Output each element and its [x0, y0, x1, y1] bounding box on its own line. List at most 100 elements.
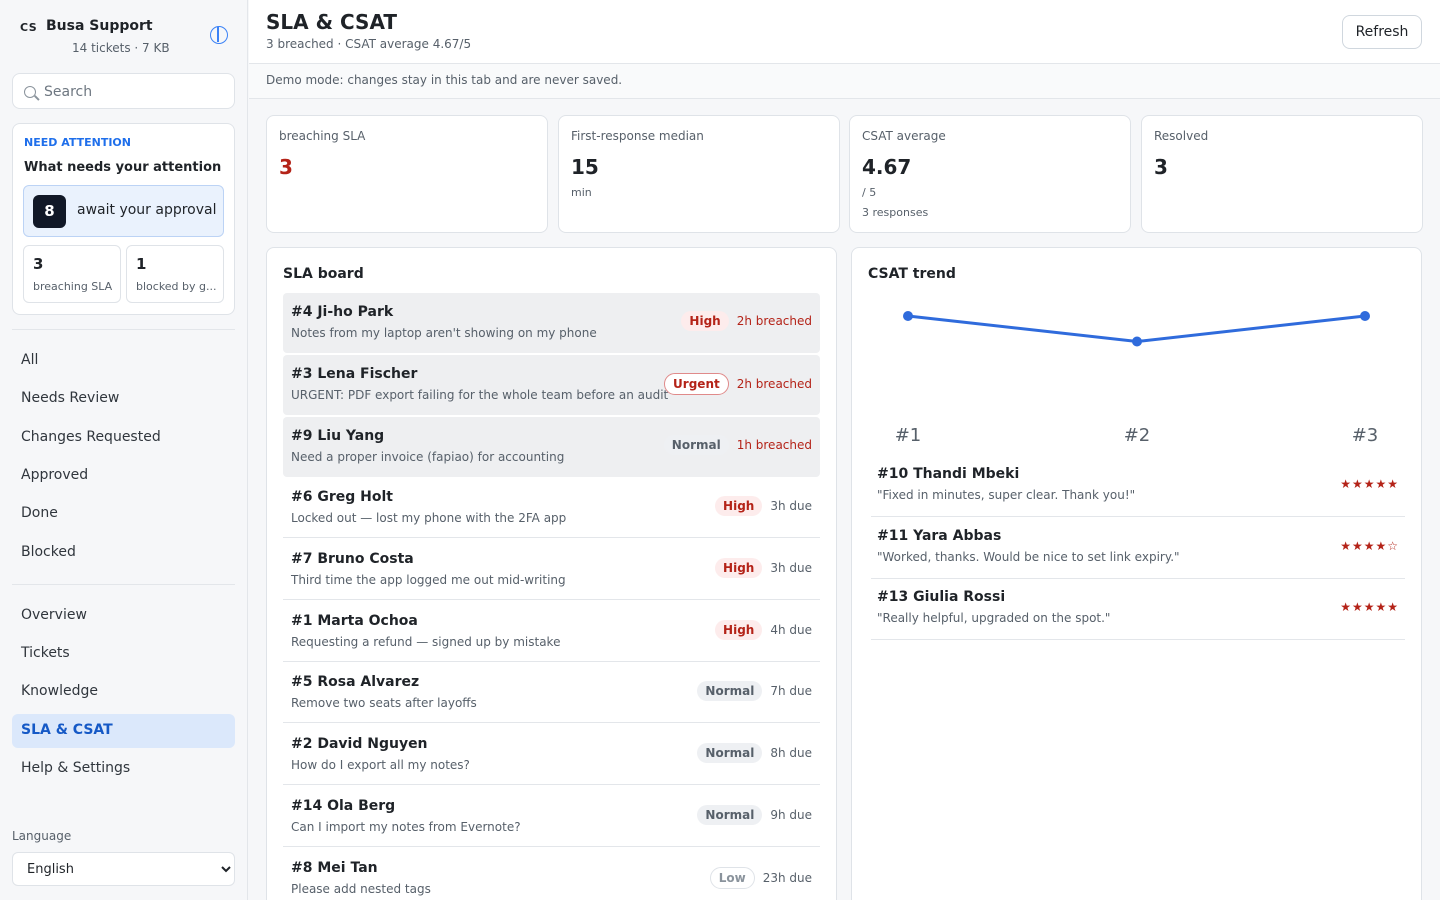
ticket-subject: Please add nested tags [291, 882, 431, 896]
nav-filter-approved[interactable]: Approved [12, 459, 235, 493]
sla-row[interactable]: #8 Mei Tan Please add nested tags Low 23h d… [283, 849, 820, 900]
stat-value: 3 [279, 155, 293, 179]
nav-label: Tickets [21, 645, 70, 661]
sla-due: 1h breached [736, 438, 812, 452]
stat-label: breaching SLA [279, 129, 366, 143]
stat-value: 3 [1154, 155, 1168, 179]
csat-trend-chart: #1 #2 #3 [895, 311, 1378, 446]
row-meta: Normal 8h due [697, 743, 812, 763]
blocked-count: 1 [136, 255, 147, 273]
nav-filter-blocked[interactable]: Blocked [12, 536, 235, 570]
brand-logo: CS [20, 21, 38, 34]
stat-card-first-response: First-response median 15 min [558, 115, 840, 233]
brand-meta: 14 tickets · 7 KB [72, 41, 170, 55]
sla-due: 2h breached [736, 314, 812, 328]
approval-label: await your approval [77, 202, 217, 218]
row-meta: Normal 1h breached [663, 435, 812, 455]
sla-due: 3h due [770, 561, 812, 575]
ticket-name: #9 Liu Yang [291, 428, 385, 444]
row-meta: High 3h due [715, 558, 812, 578]
main-content: SLA & CSAT 3 breached · CSAT average 4.6… [249, 0, 1440, 900]
nav-filter-changes-requested[interactable]: Changes Requested [12, 421, 235, 455]
star-rating: ★★★★★ [1340, 600, 1399, 614]
csat-tick-label: #2 [1124, 425, 1151, 446]
nav-knowledge[interactable]: Knowledge [12, 675, 235, 709]
brand: CS Busa Support 14 tickets · 7 KB [12, 10, 236, 62]
refresh-button[interactable]: Refresh [1342, 15, 1422, 49]
csat-tick-label: #1 [895, 425, 922, 446]
page-subtitle: 3 breached · CSAT average 4.67/5 [266, 37, 472, 51]
sla-due: 3h due [770, 499, 812, 513]
language-select[interactable]: English [12, 852, 235, 886]
row-meta: High 4h due [715, 620, 812, 640]
ticket-subject: Notes from my laptop aren't showing on m… [291, 326, 597, 340]
language-label: Language [12, 829, 72, 843]
sla-row[interactable]: #14 Ola Berg Can I import my notes from E… [283, 787, 820, 847]
ticket-name: #2 David Nguyen [291, 736, 428, 752]
stat-label: Resolved [1154, 129, 1209, 143]
priority-badge: High [715, 496, 763, 516]
ticket-name: #8 Mei Tan [291, 860, 378, 876]
sla-row[interactable]: #2 David Nguyen How do I export all my no… [283, 725, 820, 785]
priority-badge: Normal [697, 681, 763, 701]
ticket-name: #7 Bruno Costa [291, 551, 414, 567]
nav-label: Changes Requested [21, 429, 161, 445]
nav-tickets[interactable]: Tickets [12, 637, 235, 671]
sla-board-panel: SLA board #4 Ji-ho Park Notes from my lap… [266, 247, 837, 900]
sla-row[interactable]: #7 Bruno Costa Third time the app logged … [283, 540, 820, 600]
nav-label: Done [21, 505, 58, 521]
stat-card-breaching: breaching SLA 3 [266, 115, 548, 233]
topbar: SLA & CSAT 3 breached · CSAT average 4.6… [249, 0, 1440, 64]
sla-row[interactable]: #1 Marta Ochoa Requesting a refund — sign… [283, 602, 820, 662]
nav-sla-csat[interactable]: SLA & CSAT [12, 714, 235, 748]
ticket-subject: Remove two seats after layoffs [291, 696, 477, 710]
review-name: #10 Thandi Mbeki [877, 466, 1020, 482]
sla-due: 23h due [762, 871, 812, 885]
nav-label: All [21, 352, 39, 368]
sla-due: 9h due [770, 808, 812, 822]
ticket-name: #14 Ola Berg [291, 798, 396, 814]
csat-point [1132, 336, 1142, 347]
divider [12, 329, 235, 330]
priority-badge: High [715, 558, 763, 578]
stat-card-csat: CSAT average 4.67 / 5 3 responses [849, 115, 1131, 233]
nav-help-settings[interactable]: Help & Settings [12, 752, 235, 786]
await-approval-button[interactable]: 8 await your approval [23, 185, 224, 237]
priority-badge: High [681, 311, 729, 331]
sla-row[interactable]: #5 Rosa Alvarez Remove two seats after la… [283, 663, 820, 723]
brand-name: Busa Support [46, 18, 153, 34]
row-meta: Urgent 2h breached [664, 373, 812, 395]
sla-row[interactable]: #6 Greg Holt Locked out — lost my phone w… [283, 478, 820, 538]
review-item[interactable]: #13 Giulia Rossi "Really helpful, upgrade… [871, 578, 1405, 640]
search-input[interactable] [44, 81, 224, 102]
stat-unit: min [571, 186, 592, 199]
review-name: #13 Giulia Rossi [877, 589, 1006, 605]
nav-filter-done[interactable]: Done [12, 497, 235, 531]
nav-overview[interactable]: Overview [12, 599, 235, 633]
priority-badge: Normal [697, 743, 763, 763]
blocked-label: blocked by g... [136, 280, 216, 293]
theme-toggle-icon[interactable] [210, 26, 228, 44]
breaching-sla-tile[interactable]: 3 breaching SLA [23, 245, 121, 303]
review-item[interactable]: #11 Yara Abbas "Worked, thanks. Would be … [871, 517, 1405, 579]
review-item[interactable]: #10 Thandi Mbeki "Fixed in minutes, super… [871, 455, 1405, 517]
stat-unit: / 5 [862, 186, 877, 199]
priority-badge: Normal [663, 435, 729, 455]
review-quote: "Fixed in minutes, super clear. Thank yo… [877, 488, 1136, 502]
nav-filter-all[interactable]: All [12, 344, 235, 378]
attention-eyebrow: NEED ATTENTION [24, 136, 131, 149]
sla-row[interactable]: #4 Ji-ho Park Notes from my laptop aren't… [283, 293, 820, 353]
stat-value: 4.67 [862, 155, 912, 179]
sla-row[interactable]: #3 Lena Fischer URGENT: PDF export failin… [283, 355, 820, 415]
priority-badge: High [715, 620, 763, 640]
nav-filter-needs-review[interactable]: Needs Review [12, 382, 235, 416]
nav-label: Blocked [21, 544, 76, 560]
blocked-tile[interactable]: 1 blocked by g... [126, 245, 224, 303]
ticket-name: #4 Ji-ho Park [291, 304, 394, 320]
sla-due: 2h breached [736, 377, 812, 391]
sla-row[interactable]: #9 Liu Yang Need a proper invoice (fapiao… [283, 417, 820, 477]
ticket-subject: Need a proper invoice (fapiao) for accou… [291, 450, 565, 464]
divider [12, 584, 235, 585]
star-rating: ★★★★★ [1340, 477, 1399, 491]
stat-value: 15 [571, 155, 599, 179]
